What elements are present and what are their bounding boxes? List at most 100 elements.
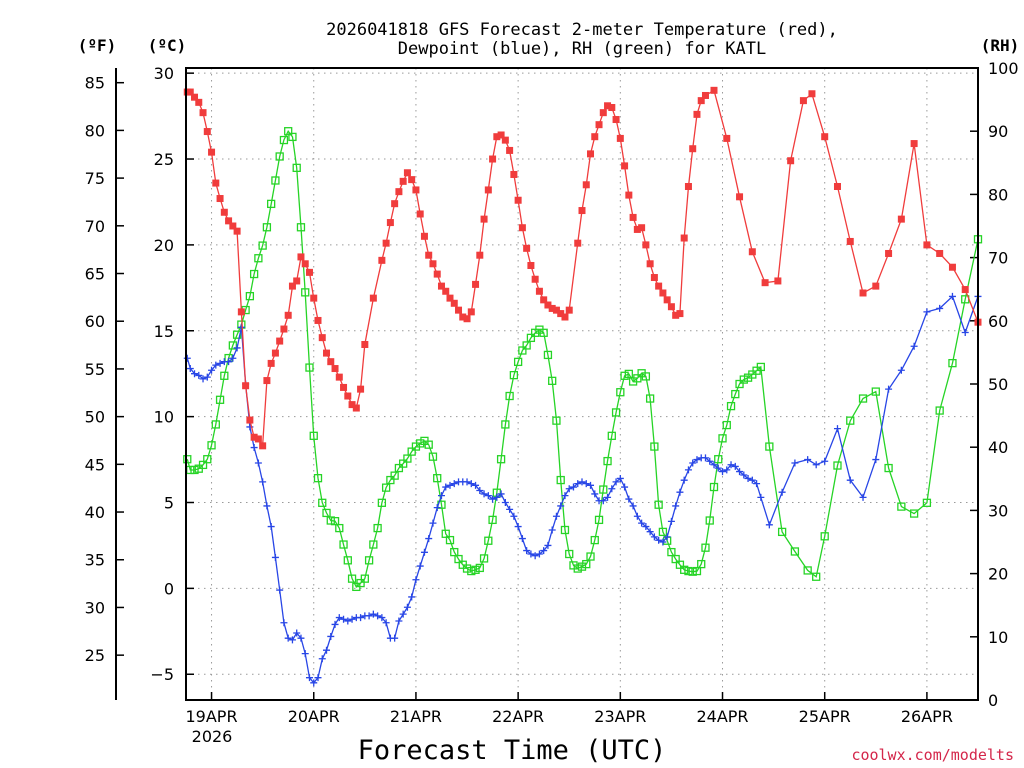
- dewpoint-point: [493, 493, 501, 501]
- dewpoint-point: [450, 480, 458, 488]
- temperature-point: [450, 299, 458, 307]
- dewpoint-point: [416, 562, 424, 570]
- rh-point: [513, 357, 523, 367]
- rh-point: [373, 523, 382, 533]
- dewpoint-point: [463, 478, 471, 486]
- dewpoint-point: [340, 615, 348, 623]
- dewpoint-point: [399, 610, 407, 618]
- dewpoint-point: [425, 535, 433, 543]
- rh-tick-label: 0: [988, 691, 998, 710]
- temperature-point: [833, 183, 841, 190]
- rh-tick-label: 90: [988, 122, 1008, 141]
- temperature-point: [288, 282, 296, 290]
- temperature-point: [582, 181, 590, 189]
- temperature-point: [412, 186, 420, 194]
- temperature-point: [212, 179, 220, 187]
- dewpoint-point: [765, 521, 773, 529]
- rh-point: [301, 288, 310, 297]
- rh-point: [684, 566, 693, 576]
- rh-tick-label: 10: [988, 628, 1008, 647]
- dewpoint-point: [391, 634, 399, 642]
- rh-point: [335, 523, 344, 533]
- dewpoint-point: [250, 444, 258, 452]
- rh-point: [288, 132, 297, 142]
- temperature-point: [225, 217, 233, 225]
- dewpoint-point: [693, 456, 701, 464]
- rh-point: [709, 482, 719, 492]
- rh-point: [582, 559, 591, 569]
- rh-point: [313, 474, 323, 483]
- rh-point: [496, 455, 506, 464]
- temperature-point: [250, 433, 258, 441]
- temperature-point: [378, 256, 386, 264]
- temperature-point: [510, 170, 518, 178]
- temperature-point: [557, 310, 565, 318]
- temperature-point: [293, 277, 301, 285]
- x-axis-label: Forecast Time (UTC): [358, 735, 667, 766]
- temperature-point: [650, 274, 658, 282]
- fahrenheit-axis: 85 80 75 70 65 60 55 50 45 40 35 30 25: [85, 68, 124, 700]
- rh-point: [509, 371, 519, 380]
- celsius-tick-label: −5: [150, 665, 174, 684]
- dewpoint-point: [616, 474, 624, 482]
- rh-point: [339, 540, 348, 549]
- dewpoint-point: [484, 492, 492, 500]
- temperature-point: [301, 260, 309, 268]
- fahrenheit-tick-label: 85: [85, 74, 105, 93]
- temperature-point: [323, 349, 331, 357]
- rh-point: [705, 516, 714, 525]
- rh-point: [577, 562, 587, 571]
- rh-point: [556, 475, 565, 485]
- temperature-point: [787, 157, 795, 165]
- temperature-point: [663, 296, 671, 304]
- dewpoint-point: [612, 478, 620, 486]
- temperature-point: [672, 311, 680, 319]
- fahrenheit-tick-label: 25: [85, 646, 105, 665]
- rh-point: [692, 566, 702, 576]
- temperature-point: [344, 392, 352, 400]
- dewpoint-point: [233, 344, 241, 352]
- rh-point: [731, 389, 740, 399]
- dewpoint-point: [480, 490, 488, 498]
- rh-point: [322, 508, 331, 518]
- fahrenheit-tick-label: 65: [85, 265, 105, 284]
- temperature-point: [472, 280, 480, 288]
- dewpoint-point: [804, 456, 812, 464]
- dewpoint-point: [271, 553, 279, 561]
- temperature-point: [633, 225, 641, 233]
- rh-tick-label: 20: [988, 565, 1008, 584]
- rh-point: [688, 567, 697, 576]
- temperature-point: [297, 253, 305, 261]
- rh-point: [394, 463, 404, 473]
- rh-point: [658, 527, 668, 537]
- temperature-point: [697, 97, 705, 105]
- rh-point: [603, 456, 612, 466]
- temperature-point: [242, 382, 250, 390]
- dewpoint-point: [744, 474, 752, 482]
- rh-point: [381, 483, 391, 492]
- dewpoint-point: [659, 538, 667, 546]
- celsius-axis: 30 25 20 15 10 5 0 −5: [150, 64, 194, 684]
- temperature-point: [233, 227, 241, 235]
- rh-point: [330, 516, 340, 526]
- dewpoint-point: [936, 304, 944, 312]
- dewpoint-point: [646, 528, 654, 536]
- dewpoint-point: [263, 502, 271, 510]
- x-tick-label: 25APR: [799, 707, 851, 726]
- temperature-point: [638, 224, 646, 232]
- rh-point: [479, 554, 489, 563]
- temperature-point: [254, 435, 262, 443]
- temperature-point: [885, 249, 893, 257]
- dewpoint-point: [748, 476, 756, 484]
- rh-point: [645, 394, 655, 403]
- rh-tick-label: 70: [988, 249, 1008, 268]
- rh-point: [284, 127, 293, 136]
- rh-tick-label: 50: [988, 375, 1008, 394]
- temperature-point: [459, 313, 467, 321]
- rh-point: [220, 371, 229, 380]
- temperature-point: [736, 193, 744, 201]
- dewpoint-point: [433, 504, 441, 512]
- dewpoint-point: [208, 366, 216, 374]
- rh-point: [258, 241, 267, 250]
